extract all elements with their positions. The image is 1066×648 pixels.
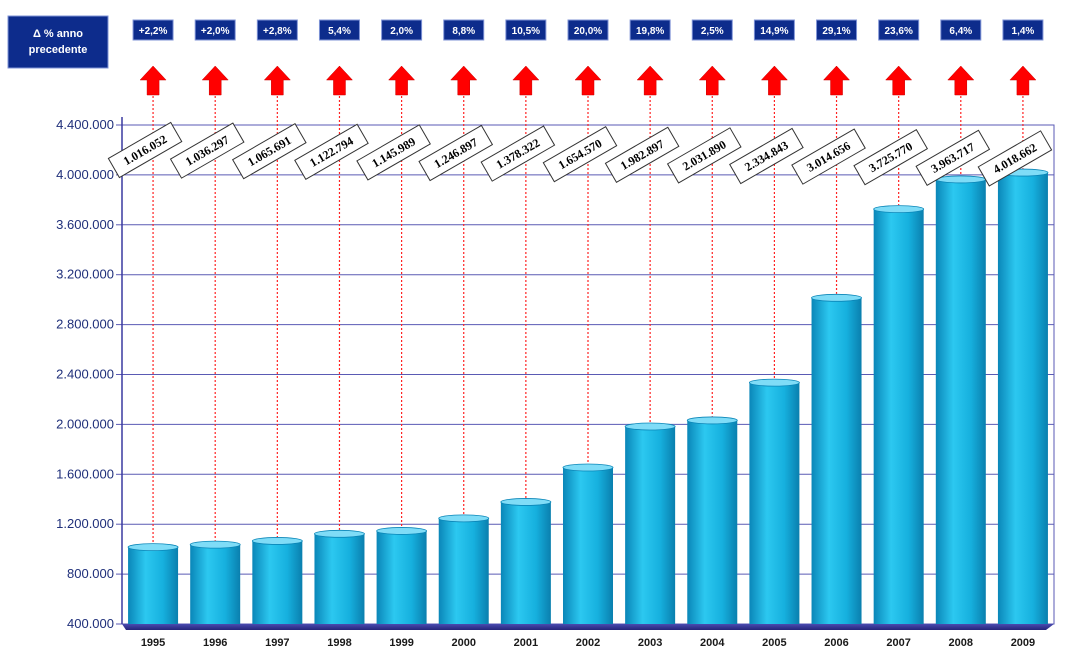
x-tick-label: 2006 xyxy=(824,637,848,648)
bar-top xyxy=(749,379,799,386)
pct-change-label: 20,0% xyxy=(574,26,602,37)
bar-top xyxy=(190,541,240,548)
y-tick-label: 2.800.000 xyxy=(56,317,114,332)
legend-line-2: precedente xyxy=(29,44,88,56)
pct-change-label: 2,0% xyxy=(390,26,413,37)
bar xyxy=(377,531,427,624)
pct-change-label: 6,4% xyxy=(949,26,972,37)
up-arrow-icon xyxy=(202,66,228,95)
pct-change-label: 2,5% xyxy=(701,26,724,37)
bar xyxy=(190,545,240,624)
pct-change-label: +2,8% xyxy=(263,26,292,37)
up-arrow-icon xyxy=(824,66,850,95)
up-arrow-icon xyxy=(699,66,725,95)
up-arrow-icon xyxy=(886,66,912,95)
bar xyxy=(998,173,1048,624)
bar-top xyxy=(439,515,489,522)
bar xyxy=(563,467,613,624)
bar-top xyxy=(252,537,302,544)
up-arrow-icon xyxy=(575,66,601,95)
pct-change-label: 1,4% xyxy=(1012,26,1035,37)
bar-top xyxy=(936,176,986,183)
up-arrow-icon xyxy=(1010,66,1036,95)
x-tick-label: 2000 xyxy=(451,637,475,648)
x-tick-label: 1995 xyxy=(141,637,165,648)
pct-change-label: 10,5% xyxy=(512,26,540,37)
x-tick-label: 2004 xyxy=(700,637,725,648)
bar-top xyxy=(128,544,178,551)
bar xyxy=(936,179,986,624)
up-arrow-icon xyxy=(948,66,974,95)
pct-change-label: +2,2% xyxy=(139,26,168,37)
pct-change-label: 19,8% xyxy=(636,26,664,37)
legend-box: Δ % anno precedente xyxy=(8,16,108,68)
bar xyxy=(439,518,489,624)
bar-top xyxy=(687,417,737,424)
bar xyxy=(252,541,302,624)
y-tick-label: 1.600.000 xyxy=(56,466,114,481)
y-tick-label: 3.600.000 xyxy=(56,217,114,232)
bar-top xyxy=(874,206,924,213)
up-arrow-icon xyxy=(326,66,352,95)
bar xyxy=(314,534,364,624)
y-tick-label: 1.200.000 xyxy=(56,516,114,531)
y-tick-label: 400.000 xyxy=(67,616,114,631)
up-arrow-icon xyxy=(761,66,787,95)
x-tick-label: 2001 xyxy=(514,637,538,648)
bar xyxy=(749,383,799,624)
pct-change-label: 29,1% xyxy=(822,26,850,37)
bar-top xyxy=(563,464,613,471)
pct-change-label: 23,6% xyxy=(884,26,912,37)
y-tick-label: 800.000 xyxy=(67,566,114,581)
up-arrow-icon xyxy=(637,66,663,95)
pct-change-label: 5,4% xyxy=(328,26,351,37)
x-tick-label: 1999 xyxy=(389,637,413,648)
bar-top xyxy=(377,527,427,534)
chart-floor xyxy=(122,624,1054,630)
x-tick-label: 1998 xyxy=(327,637,351,648)
bar xyxy=(625,427,675,624)
x-tick-label: 2009 xyxy=(1011,637,1035,648)
x-tick-label: 2002 xyxy=(576,637,600,648)
y-tick-label: 4.000.000 xyxy=(56,167,114,182)
y-tick-label: 2.400.000 xyxy=(56,367,114,382)
up-arrow-icon xyxy=(140,66,166,95)
x-tick-label: 1997 xyxy=(265,637,289,648)
x-tick-label: 2005 xyxy=(762,637,786,648)
bar xyxy=(874,209,924,624)
up-arrow-icon xyxy=(451,66,477,95)
y-tick-label: 2.000.000 xyxy=(56,416,114,431)
bar-top xyxy=(625,423,675,430)
legend-line-1: Δ % anno xyxy=(33,28,83,40)
y-tick-label: 4.400.000 xyxy=(56,117,114,132)
up-arrow-icon xyxy=(264,66,290,95)
up-arrow-icon xyxy=(389,66,415,95)
bar xyxy=(687,420,737,624)
bar xyxy=(501,502,551,624)
bar-top xyxy=(812,294,862,301)
x-tick-label: 2007 xyxy=(886,637,910,648)
y-tick-label: 3.200.000 xyxy=(56,267,114,282)
bar xyxy=(128,547,178,624)
x-tick-label: 2008 xyxy=(949,637,973,648)
bar-top xyxy=(314,530,364,537)
pct-change-label: +2,0% xyxy=(201,26,230,37)
up-arrow-icon xyxy=(513,66,539,95)
pct-change-label: 8,8% xyxy=(452,26,475,37)
bar xyxy=(812,298,862,624)
plot-area: 400.000 800.000 1.200.000 1.600.000 2.000.00… xyxy=(56,20,1054,648)
pct-change-label: 14,9% xyxy=(760,26,788,37)
x-tick-label: 2003 xyxy=(638,637,662,648)
x-tick-label: 1996 xyxy=(203,637,227,648)
bar-top xyxy=(501,498,551,505)
